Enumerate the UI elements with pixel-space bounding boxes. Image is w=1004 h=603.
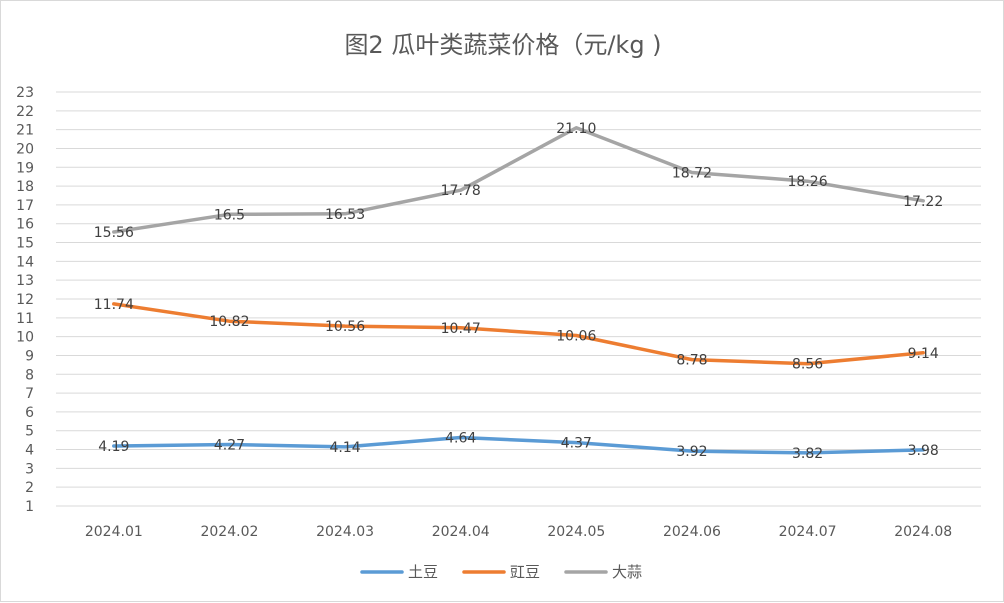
- y-tick-label: 6: [25, 405, 34, 421]
- y-tick-label: 1: [25, 499, 34, 515]
- x-tick-label: 2024.05: [547, 524, 605, 540]
- data-label: 11.74: [94, 297, 134, 313]
- data-label: 10.47: [441, 321, 481, 337]
- y-tick-label: 15: [16, 236, 34, 252]
- data-label: 8.78: [676, 353, 707, 369]
- data-label: 10.06: [556, 329, 596, 345]
- data-label: 15.56: [94, 225, 134, 241]
- y-tick-label: 4: [25, 443, 34, 459]
- series-line-5b9bd5: [112, 435, 925, 455]
- data-label: 4.27: [214, 437, 245, 453]
- legend: 土豆 豇豆 大蒜: [360, 563, 642, 581]
- data-label: 4.64: [445, 431, 476, 447]
- data-label: 10.82: [209, 314, 249, 330]
- chart-title: 图2 瓜叶类蔬菜价格（元/kg ): [344, 31, 661, 59]
- y-tick-label: 3: [25, 461, 34, 477]
- data-label: 10.56: [325, 319, 365, 335]
- y-tick-label: 19: [16, 160, 34, 176]
- y-tick-label: 5: [25, 424, 34, 440]
- y-tick-label: 21: [16, 123, 34, 139]
- series-line-a5a5a5: [112, 126, 925, 234]
- y-tick-label: 22: [16, 104, 34, 120]
- data-label: 16.53: [325, 207, 365, 223]
- y-tick-label: 13: [16, 273, 34, 289]
- data-label: 17.22: [903, 194, 943, 210]
- x-axis-tick-labels: 2024.01 2024.02 2024.03 2024.04 2024.05 2024.…: [85, 524, 952, 540]
- legend-label: 土豆: [408, 563, 438, 581]
- x-tick-label: 2024.02: [200, 524, 258, 540]
- data-label: 3.92: [676, 444, 707, 460]
- y-tick-label: 10: [16, 330, 34, 346]
- y-tick-label: 2: [25, 480, 34, 496]
- data-label: 3.98: [908, 443, 939, 459]
- data-label: 18.26: [788, 174, 828, 190]
- data-label: 21.10: [556, 121, 596, 137]
- x-tick-label: 2024.04: [432, 524, 490, 540]
- x-tick-label: 2024.03: [316, 524, 374, 540]
- series-line-ed7d31: [112, 302, 925, 366]
- legend-label: 大蒜: [612, 563, 642, 581]
- x-tick-label: 2024.07: [779, 524, 837, 540]
- data-label: 4.37: [561, 436, 592, 452]
- data-label: 16.5: [214, 207, 245, 223]
- y-tick-label: 23: [16, 85, 34, 101]
- y-tick-label: 16: [16, 217, 34, 233]
- x-tick-label: 2024.08: [894, 524, 952, 540]
- x-tick-label: 2024.06: [663, 524, 721, 540]
- data-label: 17.78: [441, 183, 481, 199]
- data-label: 9.14: [908, 346, 939, 362]
- y-tick-label: 7: [25, 386, 34, 402]
- data-labels: 4.19 4.27 4.14 4.64 4.37 3.92 3.82 3.98 11.74 10.…: [94, 121, 943, 462]
- y-tick-label: 20: [16, 141, 34, 157]
- y-tick-label: 17: [16, 198, 34, 214]
- legend-label: 豇豆: [510, 563, 540, 581]
- data-label: 8.56: [792, 357, 823, 373]
- data-label: 4.14: [329, 440, 360, 456]
- series-lines: [112, 126, 925, 455]
- y-tick-label: 9: [25, 348, 34, 364]
- y-tick-label: 8: [25, 367, 34, 383]
- y-tick-label: 14: [16, 254, 34, 270]
- y-tick-label: 12: [16, 292, 34, 308]
- y-tick-label: 18: [16, 179, 34, 195]
- x-tick-label: 2024.01: [85, 524, 143, 540]
- y-tick-label: 11: [16, 311, 34, 327]
- data-label: 4.19: [98, 439, 129, 455]
- data-label: 18.72: [672, 166, 712, 182]
- data-label: 3.82: [792, 446, 823, 462]
